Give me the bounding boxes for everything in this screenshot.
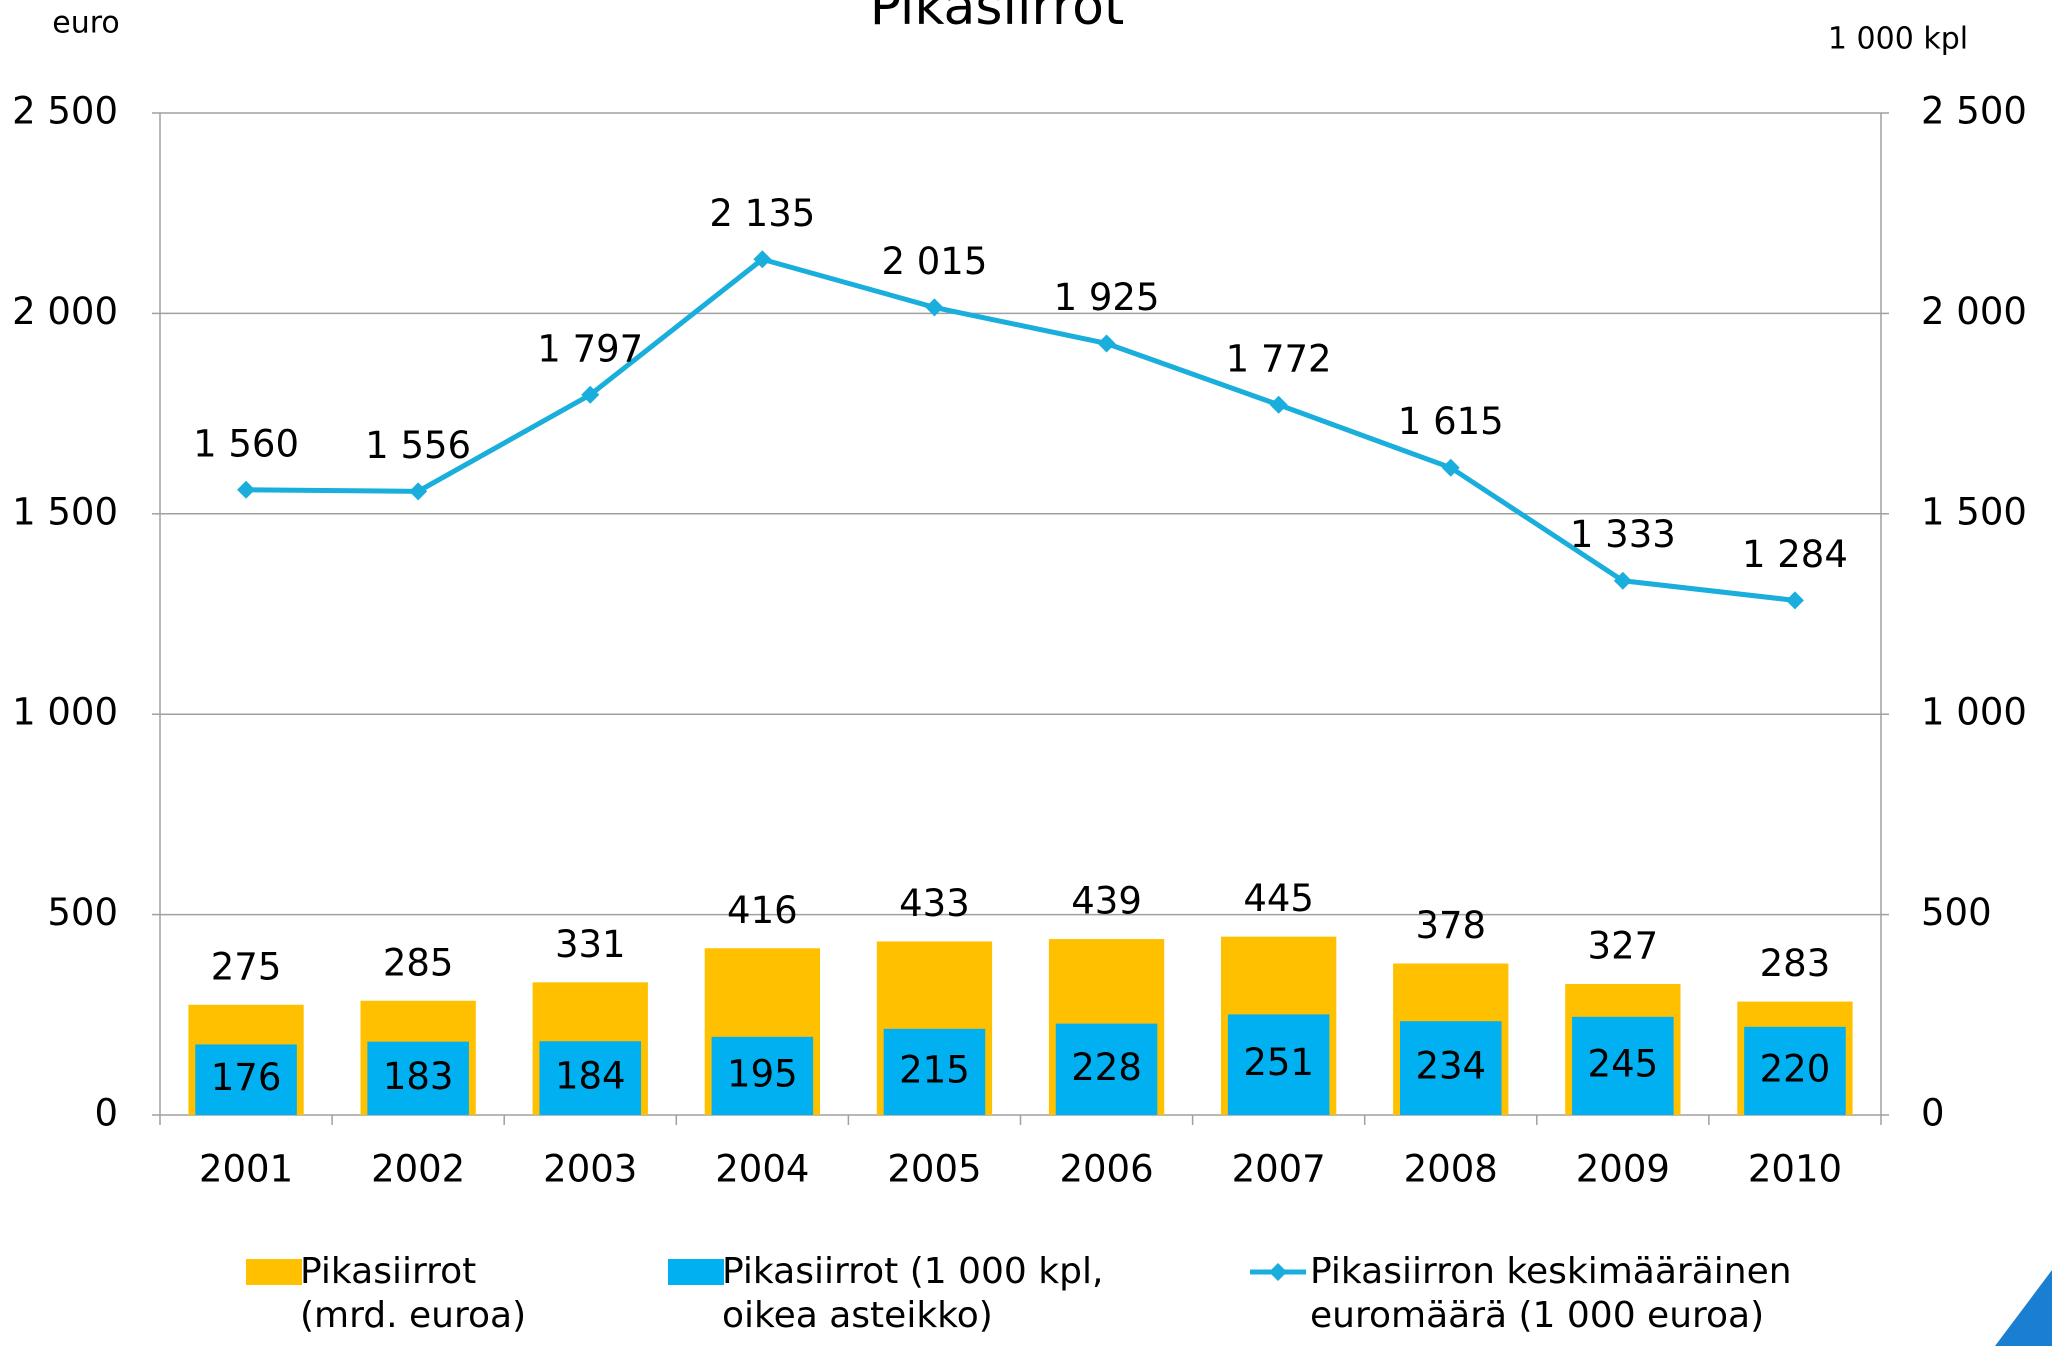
- line-marker: [409, 482, 428, 501]
- bar: [883, 1028, 986, 1115]
- y-tick-label: 1 500: [12, 490, 118, 533]
- y-tick-label: 0: [94, 1092, 118, 1135]
- line-value-label: 1 772: [1226, 337, 1332, 380]
- bar-value-label: 327: [1588, 924, 1659, 967]
- x-tick-label: 2002: [371, 1148, 465, 1191]
- y-axis-label: euro: [52, 6, 120, 41]
- line-marker: [1097, 334, 1116, 353]
- legend-label: Pikasiirrot (1 000 kpl, oikea asteikko): [722, 1251, 1104, 1336]
- line-marker: [1785, 591, 1804, 610]
- bar-value-label: 378: [1415, 904, 1486, 947]
- bar-value-label: 439: [1071, 880, 1142, 923]
- line-value-label: 1 560: [193, 422, 299, 465]
- bar-value-label: 445: [1243, 877, 1314, 920]
- y-tick-label: 500: [47, 891, 118, 934]
- bar-value-label: 285: [383, 941, 454, 984]
- bar-value-label: 195: [727, 1052, 798, 1095]
- bar-value-label: 183: [383, 1055, 454, 1098]
- y-tick-label: 1 000: [12, 691, 118, 734]
- x-tick-label: 2010: [1748, 1148, 1842, 1191]
- bar-value-label: 433: [899, 882, 970, 925]
- line-marker: [925, 298, 944, 317]
- line-marker: [1441, 458, 1460, 477]
- bar-value-label: 184: [555, 1055, 626, 1098]
- line-marker: [1613, 571, 1632, 590]
- bar: [1572, 1016, 1674, 1115]
- x-tick-label: 2001: [199, 1148, 293, 1191]
- legend-label: Pikasiirrot (mrd. euroa): [300, 1251, 527, 1336]
- bar-value-label: 416: [727, 889, 798, 932]
- x-tick-label: 2006: [1059, 1148, 1153, 1191]
- line-value-label: 1 556: [365, 424, 471, 467]
- bar: [367, 1041, 469, 1115]
- bar-value-label: 220: [1760, 1047, 1831, 1090]
- y2-tick-label: 2 000: [1921, 290, 2027, 333]
- x-tick-label: 2003: [543, 1148, 637, 1191]
- bar-value-label: 331: [555, 923, 626, 966]
- bar-value-label: 245: [1588, 1042, 1659, 1085]
- x-tick-label: 2004: [715, 1148, 809, 1191]
- bar: [1399, 1021, 1502, 1115]
- x-tick-label: 2007: [1232, 1148, 1326, 1191]
- line-marker: [581, 385, 600, 404]
- line-value-label: 2 015: [881, 240, 987, 283]
- y2-tick-label: 0: [1921, 1092, 1945, 1135]
- bar-value-label: 234: [1415, 1045, 1486, 1088]
- bar-value-label: 215: [899, 1048, 970, 1091]
- y2-tick-label: 1 500: [1921, 490, 2027, 533]
- bar: [1227, 1014, 1330, 1115]
- line-value-label: 2 135: [709, 192, 815, 235]
- chart-title: Pikasiirrot: [870, 0, 1125, 37]
- bar-value-label: 283: [1760, 942, 1831, 985]
- bar-value-label: 228: [1071, 1046, 1142, 1089]
- bar-value-label: 176: [211, 1056, 282, 1099]
- y2-tick-label: 500: [1921, 891, 1992, 934]
- bar: [539, 1041, 642, 1115]
- bar-value-label: 275: [211, 945, 282, 988]
- legend-swatch: [246, 1259, 302, 1285]
- logo: [1995, 1270, 2052, 1346]
- bar: [1055, 1023, 1158, 1115]
- line-marker: [753, 250, 772, 269]
- x-tick-label: 2009: [1576, 1148, 1670, 1191]
- line-marker: [237, 480, 256, 499]
- y2-tick-label: 2 500: [1921, 90, 2027, 133]
- legend-swatch: [668, 1259, 724, 1285]
- y2-tick-label: 1 000: [1921, 691, 2027, 734]
- line-value-label: 1 797: [537, 327, 643, 370]
- y2-axis-label: 1 000 kpl: [1828, 22, 1968, 57]
- legend-swatch: [1269, 1263, 1287, 1281]
- y-tick-label: 2 000: [12, 290, 118, 333]
- y-tick-label: 2 500: [12, 90, 118, 133]
- bar: [195, 1044, 297, 1115]
- bar: [1744, 1026, 1846, 1115]
- line-value-label: 1 925: [1054, 276, 1160, 319]
- line-marker: [1269, 395, 1288, 414]
- x-tick-label: 2005: [887, 1148, 981, 1191]
- line: [246, 256, 1796, 603]
- bar: [711, 1036, 814, 1115]
- legend-label: Pikasiirron keskimääräinen euromäärä (1 …: [1310, 1251, 1792, 1336]
- line-value-label: 1 284: [1742, 533, 1848, 576]
- bar-value-label: 251: [1243, 1041, 1314, 1084]
- line-value-label: 1 615: [1398, 400, 1504, 443]
- line-value-label: 1 333: [1570, 513, 1676, 556]
- x-tick-label: 2008: [1404, 1148, 1498, 1191]
